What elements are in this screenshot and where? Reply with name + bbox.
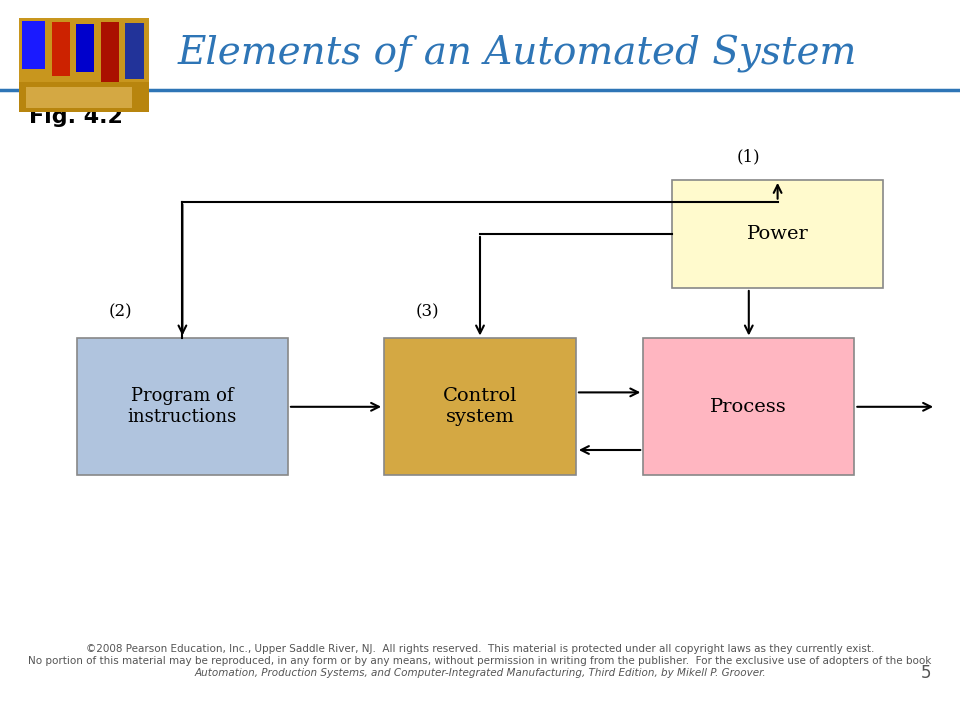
Text: No portion of this material may be reproduced, in any form or by any means, with: No portion of this material may be repro… [28,656,932,666]
FancyBboxPatch shape [672,180,883,288]
Text: (1): (1) [737,148,760,166]
Text: ©2008 Pearson Education, Inc., Upper Saddle River, NJ.  All rights reserved.  Th: ©2008 Pearson Education, Inc., Upper Sad… [85,644,875,654]
Text: Program of
instructions: Program of instructions [128,387,237,426]
Text: Process: Process [710,397,787,415]
Bar [19,81,149,112]
Text: (2): (2) [108,303,132,320]
Text: Fig. 4.2: Fig. 4.2 [29,107,123,127]
Text: Control
system: Control system [443,387,517,426]
Bar [52,22,70,76]
Text: Automation, Production Systems, and Computer-Integrated Manufacturing, Third Edi: Automation, Production Systems, and Comp… [194,668,766,678]
Bar [22,21,45,70]
FancyBboxPatch shape [384,338,576,475]
Text: Power: Power [747,225,808,243]
Bar [101,22,119,86]
Text: Elements of an Automated System: Elements of an Automated System [178,35,857,73]
Text: (3): (3) [416,303,439,320]
Text: 5: 5 [921,664,931,683]
Bar [26,87,132,108]
Bar [126,23,144,79]
FancyBboxPatch shape [643,338,854,475]
FancyBboxPatch shape [77,338,288,475]
Bar [76,24,94,72]
